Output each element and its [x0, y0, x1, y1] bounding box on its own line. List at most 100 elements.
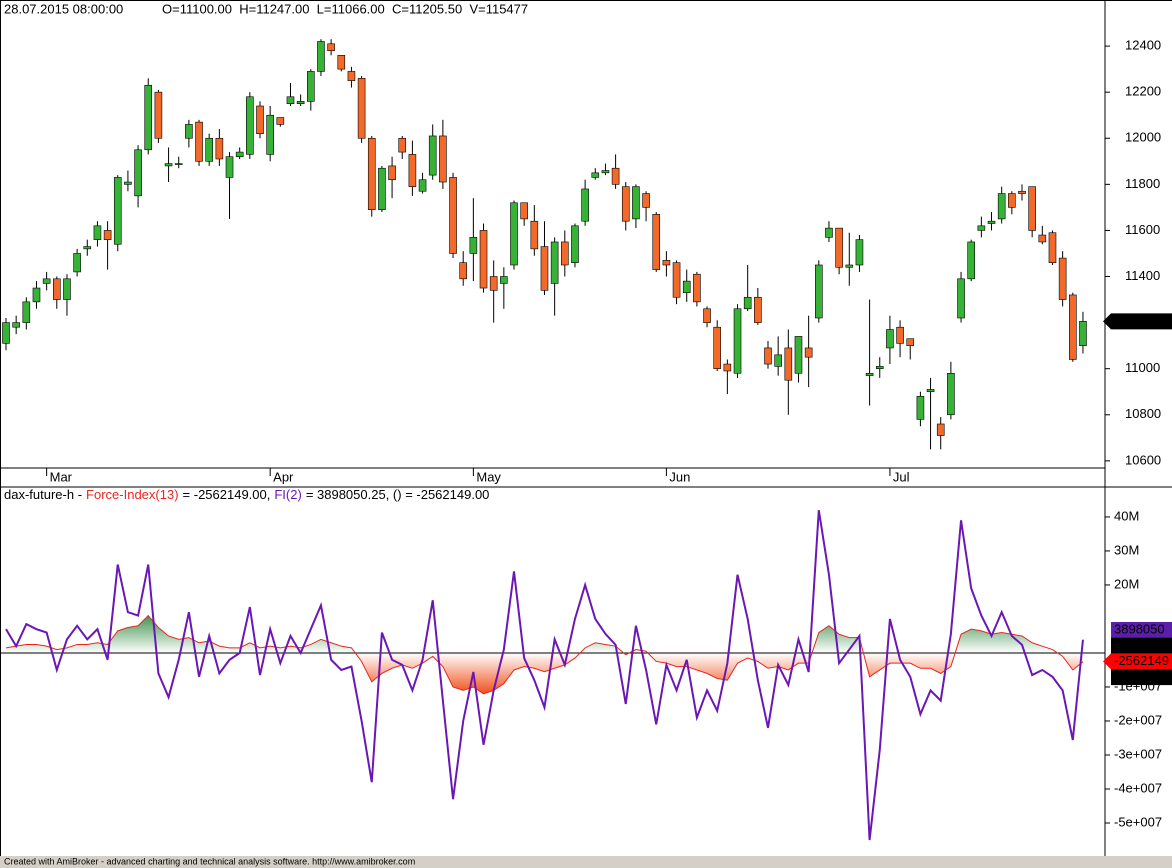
y-tick-label: 30M	[1114, 542, 1139, 557]
candle-body	[713, 326, 722, 369]
candle-body	[337, 55, 346, 70]
candle-body	[804, 347, 813, 358]
candle-body	[896, 326, 904, 344]
x-tick-label: May	[476, 469, 501, 484]
y-tick-label: 10800	[1125, 406, 1161, 421]
candle-body	[632, 186, 640, 220]
candle-body	[134, 149, 142, 197]
candle-body	[733, 308, 742, 374]
value-tag-label: -2562149	[1114, 669, 1169, 684]
readout: = 3898050.25, () = -2562149.00	[306, 487, 490, 502]
candle-body	[12, 322, 20, 328]
candle-body	[825, 227, 833, 238]
x-tick-label: Jun	[669, 469, 690, 484]
candle-body	[723, 363, 732, 372]
y-tick-label: 10600	[1125, 452, 1161, 467]
candle-body	[814, 264, 823, 319]
candle-body	[774, 354, 782, 367]
y-tick-label: 11800	[1125, 176, 1160, 191]
candle-body	[764, 347, 772, 365]
candle-body	[479, 230, 488, 289]
candle-body	[611, 167, 620, 185]
candle-body	[560, 241, 569, 266]
candle-body	[205, 137, 213, 162]
candle-body	[144, 84, 153, 151]
candle-body	[947, 372, 955, 416]
candle-body	[601, 170, 610, 174]
candle-body	[886, 329, 894, 349]
candle-body	[357, 78, 366, 139]
candle-body	[500, 276, 508, 284]
candle-body	[306, 71, 315, 102]
candle-body	[957, 278, 965, 319]
legend-entry: FI(2)	[274, 487, 301, 502]
candle-body	[967, 241, 976, 280]
candle-body	[22, 301, 31, 323]
candle-body	[743, 296, 752, 310]
candle-body	[845, 264, 854, 268]
legend-entry: Force-Index(13)	[86, 487, 178, 502]
y-tick-label: -2e+007	[1114, 712, 1162, 727]
candle-body	[164, 163, 173, 167]
candle-body	[784, 347, 793, 381]
y-tick-label: -5e+007	[1114, 814, 1162, 829]
candle-body	[1028, 186, 1036, 231]
line	[5, 614, 1084, 695]
candle-body	[63, 278, 71, 300]
y-tick-label: 11400	[1125, 268, 1160, 283]
candle-body	[215, 137, 224, 160]
footer: Created with AmiBroker - advanced charti…	[4, 856, 415, 866]
candle-body	[469, 237, 478, 254]
candle-body	[83, 246, 92, 250]
line	[5, 509, 1084, 841]
candle-body	[682, 280, 691, 293]
candle-body	[113, 177, 122, 245]
candle-body	[703, 308, 711, 323]
value-tag	[1111, 637, 1172, 654]
candle-body	[906, 338, 915, 346]
candle-body	[652, 213, 661, 270]
candle-body	[642, 193, 650, 208]
candle-body	[235, 151, 244, 157]
candle-body	[195, 121, 203, 162]
candle-body	[73, 253, 81, 273]
area	[6, 615, 1083, 694]
candle-body	[439, 135, 447, 183]
candle-body	[286, 96, 295, 104]
candle-body	[154, 91, 163, 139]
candle-body	[1079, 321, 1087, 346]
candle-body	[520, 202, 528, 220]
candle-body	[449, 177, 457, 254]
candle-body	[875, 366, 884, 369]
candle-body	[1058, 257, 1067, 300]
candle-body	[581, 188, 589, 222]
candle-body	[317, 41, 325, 72]
candle-body	[246, 96, 254, 155]
candle-body	[672, 262, 681, 298]
candle-body	[865, 372, 874, 376]
candle-body	[327, 43, 335, 51]
candle-body	[621, 186, 630, 222]
candle-body	[550, 241, 559, 284]
candle-body	[2, 322, 10, 344]
candle-body	[185, 124, 193, 139]
y-tick-label: -4e+007	[1114, 780, 1162, 795]
indicator-title: dax-future-h -	[4, 487, 82, 502]
candle-body	[1018, 190, 1026, 194]
candle-body	[225, 156, 234, 178]
candle-body	[42, 278, 51, 284]
y-tick-label: 12200	[1125, 84, 1161, 99]
candle-body	[794, 336, 803, 374]
candle-body	[32, 287, 41, 303]
candle-body	[266, 114, 274, 155]
candle-body	[347, 71, 356, 81]
y-tick-label: 11000	[1125, 360, 1160, 375]
candle-body	[997, 193, 1006, 220]
candle-body	[571, 225, 579, 263]
price-tag-label: 11205.5	[1118, 313, 1164, 328]
value-tag-label: -2562149	[1114, 653, 1169, 668]
candle-body	[367, 137, 376, 210]
candle-body	[530, 220, 539, 250]
candle-body	[987, 220, 996, 224]
